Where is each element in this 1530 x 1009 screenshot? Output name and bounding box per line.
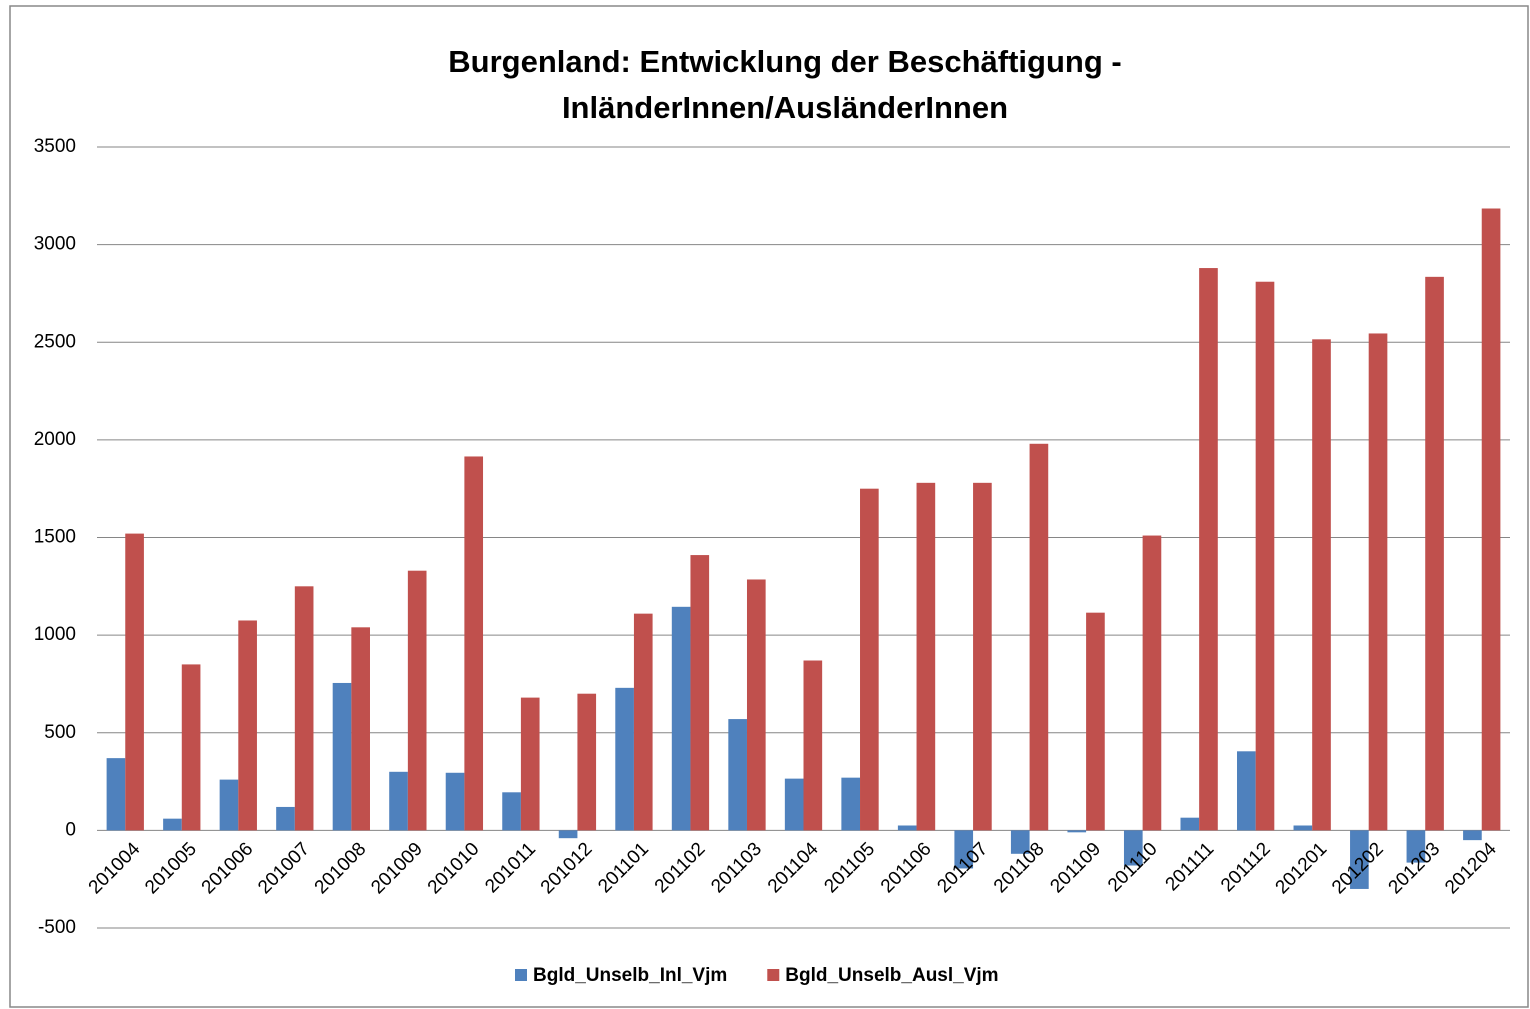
- bar: [1293, 825, 1313, 831]
- bar: [1463, 830, 1482, 841]
- y-tick-label: 3500: [34, 136, 76, 157]
- bar: [690, 555, 710, 831]
- bar: [671, 606, 691, 831]
- bar: [558, 830, 578, 839]
- bar: [1199, 268, 1218, 831]
- bar: [1255, 281, 1275, 831]
- bar: [1368, 333, 1388, 831]
- bar: [332, 682, 352, 831]
- bar: [1312, 339, 1331, 831]
- y-tick-label: -500: [38, 917, 76, 938]
- bar: [389, 771, 408, 831]
- chart-title: InländerInnen/AusländerInnen: [562, 90, 1008, 125]
- y-tick-label: 1000: [34, 624, 76, 645]
- bar: [520, 697, 540, 831]
- bar: [351, 627, 370, 831]
- y-tick-label: 500: [44, 722, 76, 743]
- bar: [1029, 443, 1049, 831]
- bar: [1067, 830, 1087, 833]
- bar: [1010, 830, 1030, 854]
- bar: [1425, 276, 1444, 831]
- y-tick-label: 2000: [34, 429, 76, 450]
- legend-label: Bgld_Unselb_Ausl_Vjm: [785, 965, 998, 986]
- bar: [803, 660, 823, 831]
- bar: [897, 825, 917, 831]
- bar: [746, 579, 766, 831]
- bar: [1086, 612, 1105, 831]
- bar: [407, 570, 427, 831]
- legend-swatch: [767, 969, 780, 981]
- bar: [181, 664, 201, 831]
- bar: [728, 719, 747, 831]
- bar: [784, 778, 804, 831]
- bar: [294, 586, 314, 831]
- bar: [445, 772, 465, 831]
- bar: [502, 792, 521, 831]
- y-tick-label: 3000: [34, 234, 76, 255]
- bar: [577, 693, 597, 831]
- bar: [464, 456, 484, 831]
- bar: [973, 482, 992, 831]
- bar: [276, 806, 295, 831]
- bar: [1180, 817, 1200, 831]
- bar: [1142, 535, 1162, 831]
- bar: [615, 687, 634, 831]
- bar: [1406, 830, 1426, 863]
- bar: [1123, 830, 1143, 866]
- y-tick-label: 2500: [34, 331, 76, 352]
- chart-title: Burgenland: Entwicklung der Beschäftigun…: [448, 44, 1121, 79]
- bar: [238, 620, 257, 831]
- bar: [219, 779, 239, 831]
- bar: [1237, 751, 1256, 831]
- bar: [841, 777, 861, 831]
- bar: [106, 758, 126, 831]
- y-tick-label: 0: [65, 819, 76, 840]
- bar: [633, 613, 653, 831]
- legend-swatch: [515, 969, 527, 981]
- bar: [1481, 208, 1501, 831]
- bar: [954, 830, 974, 869]
- bar: [1350, 830, 1369, 889]
- bar: [163, 818, 182, 831]
- bar: [860, 488, 879, 831]
- y-tick-label: 1500: [34, 527, 76, 548]
- bar: [916, 482, 936, 831]
- bar: [125, 533, 144, 831]
- legend-label: Bgld_Unselb_Inl_Vjm: [533, 965, 727, 986]
- chart-frame: [9, 5, 1529, 1008]
